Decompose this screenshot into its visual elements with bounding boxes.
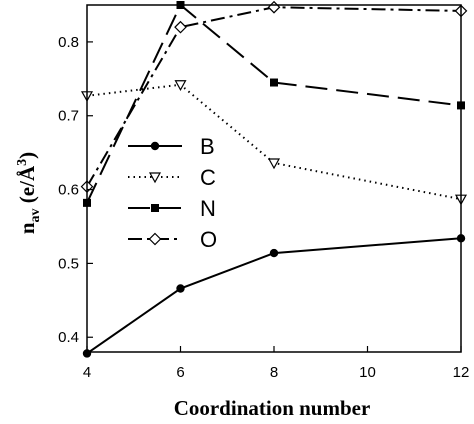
legend-o-marker — [148, 232, 162, 246]
legend-o-label: O — [200, 227, 217, 252]
legend-n-label: N — [200, 196, 216, 221]
series-o-point — [267, 0, 281, 14]
legend-c-label: C — [200, 165, 216, 190]
x-tick-label: 12 — [453, 364, 470, 381]
y-tick-label: 0.4 — [58, 329, 79, 346]
series-b-point — [269, 248, 279, 258]
y-axis-title-sup: 3 — [15, 159, 30, 166]
x-axis-ticks: 4 6 8 10 12 — [83, 346, 470, 381]
series-c-line — [86, 83, 462, 201]
y-axis-title-sub: av — [28, 208, 43, 222]
legend-c-marker — [148, 172, 162, 184]
y-axis-title: nav (e/Å3) — [15, 152, 43, 234]
series-markers — [80, 0, 468, 358]
legend-b-marker — [150, 141, 160, 151]
y-axis-ticks: 0.4 0.5 0.6 0.7 0.8 — [58, 34, 93, 346]
y-axis-title-close: ) — [15, 152, 39, 159]
series-o-point — [174, 20, 187, 34]
series-c-point — [267, 158, 281, 170]
y-axis-title-unit: (e/Å — [15, 165, 39, 208]
y-tick-label: 0.6 — [58, 182, 79, 199]
series-lines — [86, 3, 462, 355]
y-axis-title-main: n — [15, 222, 39, 234]
y-tick-label: 0.5 — [58, 255, 79, 272]
series-b-line — [86, 237, 462, 355]
series-n-point — [270, 78, 278, 87]
y-tick-label: 0.7 — [58, 108, 79, 125]
series-c-point — [174, 80, 187, 91]
x-tick-label: 4 — [83, 364, 91, 381]
series-b-point — [176, 284, 185, 293]
x-tick-label: 6 — [176, 364, 184, 381]
plot-frame — [86, 4, 462, 353]
x-axis-title: Coordination number — [174, 396, 371, 420]
x-tick-label: 8 — [270, 364, 278, 381]
legend-n-marker — [151, 204, 159, 212]
x-tick-label: 10 — [359, 364, 376, 381]
y-tick-label: 0.8 — [58, 34, 79, 51]
legend-b-label: B — [200, 134, 215, 159]
series-n-line — [86, 3, 462, 204]
series-o-line — [86, 6, 462, 188]
